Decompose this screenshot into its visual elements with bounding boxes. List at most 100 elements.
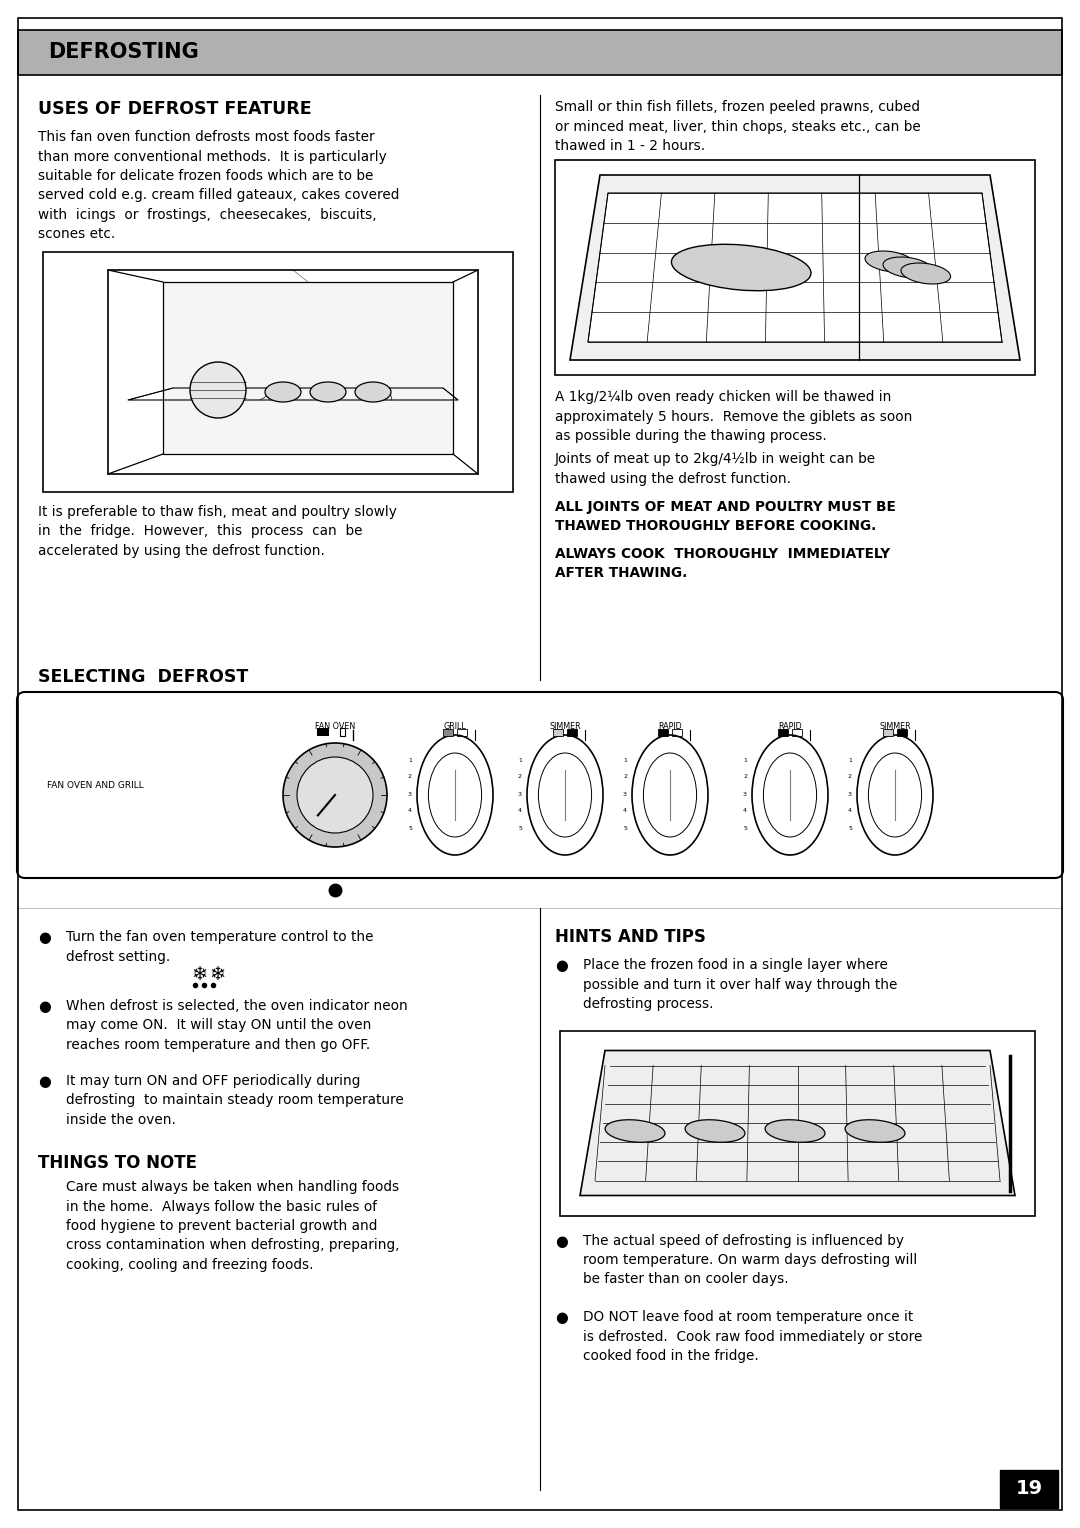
Text: HINTS AND TIPS: HINTS AND TIPS xyxy=(555,927,706,946)
Text: The actual speed of defrosting is influenced by: The actual speed of defrosting is influe… xyxy=(583,1233,904,1247)
Text: Place the frozen food in a single layer where: Place the frozen food in a single layer … xyxy=(583,958,888,972)
Text: SIMMER: SIMMER xyxy=(879,723,910,730)
Ellipse shape xyxy=(310,382,346,402)
Ellipse shape xyxy=(644,753,697,837)
Ellipse shape xyxy=(355,382,391,402)
Text: SELECTING  DEFROST: SELECTING DEFROST xyxy=(38,668,248,686)
Text: 3: 3 xyxy=(518,792,522,796)
Text: It may turn ON and OFF periodically during: It may turn ON and OFF periodically duri… xyxy=(66,1074,361,1088)
Text: is defrosted.  Cook raw food immediately or store: is defrosted. Cook raw food immediately … xyxy=(583,1329,922,1343)
Bar xyxy=(792,729,802,736)
Text: 5: 5 xyxy=(848,825,852,831)
Text: This fan oven function defrosts most foods faster: This fan oven function defrosts most foo… xyxy=(38,130,375,144)
Bar xyxy=(1000,1470,1058,1508)
Text: 1: 1 xyxy=(743,758,747,762)
Text: Joints of meat up to 2kg/4½lb in weight can be: Joints of meat up to 2kg/4½lb in weight … xyxy=(555,452,876,466)
Text: scones etc.: scones etc. xyxy=(38,228,116,241)
Text: as possible during the thawing process.: as possible during the thawing process. xyxy=(555,429,827,443)
Text: ●: ● xyxy=(555,1233,568,1248)
Text: cooked food in the fridge.: cooked food in the fridge. xyxy=(583,1349,759,1363)
Text: defrost setting.: defrost setting. xyxy=(66,949,171,964)
Text: 3: 3 xyxy=(623,792,627,796)
Ellipse shape xyxy=(685,1120,745,1143)
Ellipse shape xyxy=(845,1120,905,1143)
Text: defrosting  to maintain steady room temperature: defrosting to maintain steady room tempe… xyxy=(66,1093,404,1106)
Text: RAPID: RAPID xyxy=(778,723,801,730)
Bar xyxy=(567,729,577,736)
Circle shape xyxy=(190,362,246,419)
Text: 5: 5 xyxy=(408,825,411,831)
Text: possible and turn it over half way through the: possible and turn it over half way throu… xyxy=(583,978,897,992)
FancyBboxPatch shape xyxy=(17,692,1063,879)
Text: USES OF DEFROST FEATURE: USES OF DEFROST FEATURE xyxy=(38,99,312,118)
Text: 5: 5 xyxy=(623,825,627,831)
Ellipse shape xyxy=(672,244,811,290)
Ellipse shape xyxy=(865,251,915,272)
Text: or minced meat, liver, thin chops, steaks etc., can be: or minced meat, liver, thin chops, steak… xyxy=(555,119,921,133)
Text: ❄: ❄ xyxy=(210,966,226,984)
Bar xyxy=(457,729,467,736)
Text: SIMMER: SIMMER xyxy=(550,723,581,730)
Ellipse shape xyxy=(429,753,482,837)
Text: ALWAYS COOK  THOROUGHLY  IMMEDIATELY: ALWAYS COOK THOROUGHLY IMMEDIATELY xyxy=(555,547,890,561)
Text: thawed using the defrost function.: thawed using the defrost function. xyxy=(555,472,791,486)
Text: Care must always be taken when handling foods: Care must always be taken when handling … xyxy=(66,1180,400,1193)
Text: 5: 5 xyxy=(518,825,522,831)
Ellipse shape xyxy=(527,735,603,856)
Text: cross contamination when defrosting, preparing,: cross contamination when defrosting, pre… xyxy=(66,1239,400,1253)
Text: with  icings  or  frostings,  cheesecakes,  biscuits,: with icings or frostings, cheesecakes, b… xyxy=(38,208,377,222)
Text: 4: 4 xyxy=(408,808,411,813)
Text: ●: ● xyxy=(38,1074,51,1088)
Text: THINGS TO NOTE: THINGS TO NOTE xyxy=(38,1154,197,1172)
Text: Turn the fan oven temperature control to the: Turn the fan oven temperature control to… xyxy=(66,931,374,944)
Text: suitable for delicate frozen foods which are to be: suitable for delicate frozen foods which… xyxy=(38,170,374,183)
Text: accelerated by using the defrost function.: accelerated by using the defrost functio… xyxy=(38,544,325,558)
Text: ●: ● xyxy=(38,999,51,1015)
Text: Small or thin fish fillets, frozen peeled prawns, cubed: Small or thin fish fillets, frozen peele… xyxy=(555,99,920,115)
Bar xyxy=(672,729,681,736)
Ellipse shape xyxy=(883,257,933,278)
Text: room temperature. On warm days defrosting will: room temperature. On warm days defrostin… xyxy=(583,1253,917,1267)
Ellipse shape xyxy=(901,263,950,284)
Text: in the home.  Always follow the basic rules of: in the home. Always follow the basic rul… xyxy=(66,1199,377,1213)
Ellipse shape xyxy=(765,1120,825,1143)
Text: 4: 4 xyxy=(518,808,522,813)
Text: 3: 3 xyxy=(848,792,852,796)
Text: reaches room temperature and then go OFF.: reaches room temperature and then go OFF… xyxy=(66,1038,370,1051)
Text: 1: 1 xyxy=(518,758,522,762)
Bar xyxy=(18,31,1062,75)
Bar xyxy=(778,729,788,736)
Text: 4: 4 xyxy=(623,808,627,813)
Text: 4: 4 xyxy=(848,808,852,813)
Text: 2: 2 xyxy=(623,775,627,779)
Bar xyxy=(108,270,478,474)
Ellipse shape xyxy=(752,735,828,856)
Text: When defrost is selected, the oven indicator neon: When defrost is selected, the oven indic… xyxy=(66,999,408,1013)
Text: ❄: ❄ xyxy=(191,966,207,984)
Text: 2: 2 xyxy=(743,775,747,779)
Text: FAN OVEN AND GRILL: FAN OVEN AND GRILL xyxy=(48,781,144,790)
Text: 3: 3 xyxy=(743,792,747,796)
Text: ●: ● xyxy=(555,1309,568,1325)
Ellipse shape xyxy=(764,753,816,837)
Text: 5: 5 xyxy=(743,825,747,831)
Bar xyxy=(163,283,453,454)
Text: AFTER THAWING.: AFTER THAWING. xyxy=(555,565,687,581)
Text: 2: 2 xyxy=(408,775,411,779)
Text: DO NOT leave food at room temperature once it: DO NOT leave food at room temperature on… xyxy=(583,1309,914,1323)
Text: in  the  fridge.  However,  this  process  can  be: in the fridge. However, this process can… xyxy=(38,524,363,538)
Text: It is preferable to thaw fish, meat and poultry slowly: It is preferable to thaw fish, meat and … xyxy=(38,504,396,520)
Text: than more conventional methods.  It is particularly: than more conventional methods. It is pa… xyxy=(38,150,387,163)
Bar xyxy=(553,729,563,736)
Text: RAPID: RAPID xyxy=(658,723,681,730)
Text: 4: 4 xyxy=(743,808,747,813)
Text: GRILL: GRILL xyxy=(444,723,467,730)
Circle shape xyxy=(297,756,373,833)
Text: ●: ● xyxy=(555,958,568,973)
Text: food hygiene to prevent bacterial growth and: food hygiene to prevent bacterial growth… xyxy=(66,1219,377,1233)
Ellipse shape xyxy=(417,735,492,856)
Bar xyxy=(897,729,907,736)
Text: ●: ● xyxy=(38,931,51,944)
Text: thawed in 1 - 2 hours.: thawed in 1 - 2 hours. xyxy=(555,139,705,153)
Text: served cold e.g. cream filled gateaux, cakes covered: served cold e.g. cream filled gateaux, c… xyxy=(38,188,400,203)
